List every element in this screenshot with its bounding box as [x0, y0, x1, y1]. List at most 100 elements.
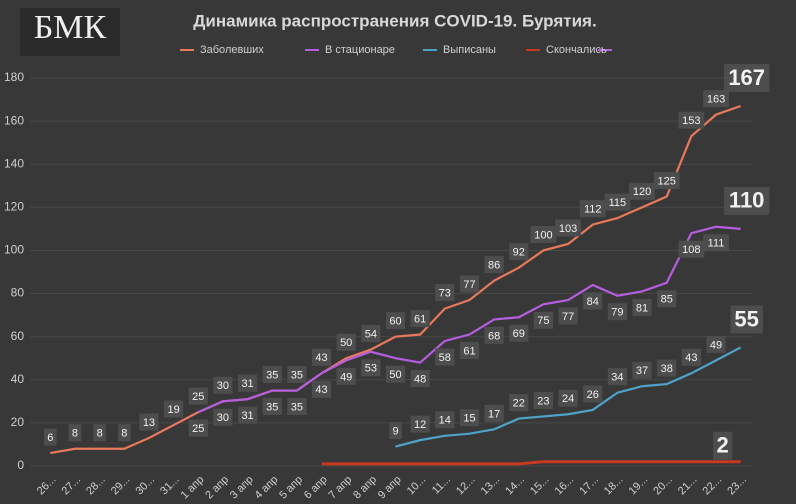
data-label: 112 — [584, 203, 602, 215]
data-label: 31 — [241, 410, 253, 422]
data-label-box — [555, 219, 581, 237]
data-label: 8 — [72, 428, 78, 440]
data-label: 58 — [439, 352, 451, 364]
data-label: 14 — [439, 415, 451, 427]
data-label: 48 — [414, 373, 426, 385]
data-label-box — [336, 333, 356, 351]
data-label: 55 — [734, 306, 758, 331]
data-label-box — [484, 326, 504, 344]
data-label: 9 — [392, 426, 398, 438]
y-tick-label: 20 — [11, 415, 25, 429]
data-label-box — [604, 193, 631, 211]
data-label: 25 — [192, 423, 204, 435]
y-tick-label: 80 — [11, 286, 25, 300]
data-label: 73 — [439, 288, 451, 300]
data-label: 50 — [340, 337, 352, 349]
data-label-box — [681, 348, 701, 366]
data-label: 38 — [661, 363, 673, 375]
data-label: 2 — [717, 433, 729, 458]
data-label: 37 — [636, 365, 648, 377]
data-label: 26 — [587, 389, 599, 401]
data-label-box — [287, 366, 307, 384]
data-label-box — [389, 422, 402, 440]
data-label: 50 — [389, 369, 401, 381]
series-line — [321, 460, 741, 466]
data-label: 75 — [537, 315, 549, 327]
legend-label: Заболевших — [200, 44, 264, 56]
data-label-box — [583, 292, 603, 310]
data-label-box — [530, 225, 557, 243]
data-label-box — [237, 406, 258, 424]
data-label: 77 — [463, 279, 475, 291]
data-label-box — [484, 404, 504, 422]
data-label-box — [385, 365, 406, 383]
data-label-box — [93, 424, 106, 442]
data-label: 8 — [121, 428, 127, 440]
data-label-box — [459, 342, 480, 360]
data-label-box — [509, 243, 529, 261]
data-label: 43 — [315, 352, 327, 364]
data-label-box — [558, 307, 578, 325]
data-label-box — [237, 374, 258, 392]
data-label: 69 — [513, 328, 525, 340]
data-label-box — [632, 361, 652, 379]
data-label-box — [653, 172, 680, 190]
logo-box — [20, 8, 120, 56]
data-label-box — [607, 303, 627, 321]
data-label-box — [435, 284, 455, 302]
data-label: 115 — [609, 197, 627, 209]
data-label-box — [336, 367, 356, 385]
data-label: 167 — [728, 65, 765, 90]
data-label: 153 — [682, 115, 700, 127]
logo: БМК — [34, 9, 107, 46]
data-label: 35 — [291, 401, 303, 413]
data-label: 61 — [414, 313, 426, 325]
data-label: 100 — [534, 229, 552, 241]
data-label-box — [311, 380, 332, 398]
legend-label: Скончались — [546, 44, 607, 56]
data-label: 24 — [562, 393, 574, 405]
y-tick-label: 160 — [4, 113, 24, 127]
data-label-box — [484, 256, 504, 274]
data-label-box — [703, 234, 729, 252]
data-label: 111 — [708, 238, 725, 250]
data-label: 17 — [488, 408, 500, 420]
data-label-box — [657, 290, 677, 308]
y-tick-label: 100 — [4, 243, 24, 257]
data-label: 49 — [340, 371, 352, 383]
data-label-box — [164, 400, 184, 418]
data-label: 35 — [266, 369, 278, 381]
data-label: 30 — [217, 380, 229, 392]
data-label: 68 — [488, 330, 500, 342]
data-label-box — [139, 413, 159, 431]
y-tick-label: 60 — [11, 329, 25, 343]
data-label-box — [533, 311, 554, 329]
series-line — [50, 104, 742, 455]
data-label-box — [361, 359, 381, 377]
data-label: 8 — [97, 428, 103, 440]
data-label: 77 — [562, 311, 574, 323]
data-label-box — [579, 200, 606, 218]
data-label-box — [287, 398, 307, 416]
data-label-box — [385, 312, 406, 330]
data-label-box — [730, 305, 763, 334]
data-label: 13 — [143, 417, 155, 429]
data-label: 125 — [658, 175, 676, 187]
data-label: 43 — [685, 352, 697, 364]
data-label-box — [410, 370, 430, 388]
data-label: 22 — [513, 397, 525, 409]
data-label: 163 — [707, 94, 725, 106]
data-label: 103 — [559, 223, 577, 235]
data-label: 12 — [414, 419, 426, 431]
data-label-box — [723, 64, 770, 93]
series-line — [197, 225, 741, 414]
data-label-box — [68, 424, 82, 442]
data-label: 43 — [315, 384, 327, 396]
data-label: 85 — [661, 294, 673, 306]
data-label: 79 — [611, 307, 623, 319]
data-label: 92 — [513, 247, 525, 259]
series-line — [395, 346, 742, 448]
data-label: 31 — [241, 378, 253, 390]
data-label: 53 — [365, 363, 377, 375]
